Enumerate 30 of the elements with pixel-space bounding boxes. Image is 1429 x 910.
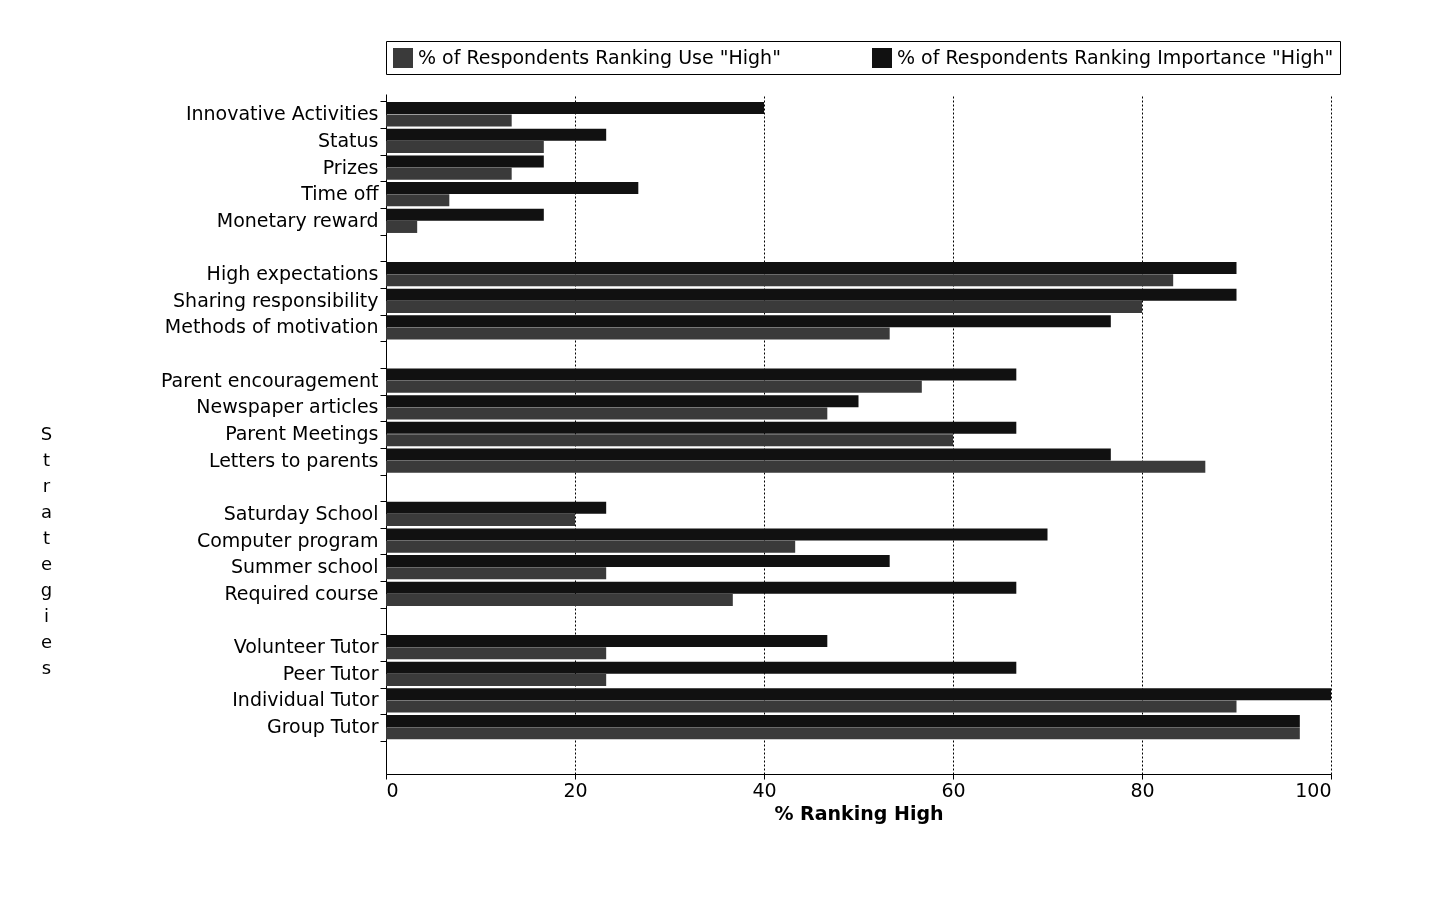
x-axis-title: % Ranking High bbox=[774, 801, 944, 824]
legend-label: % of Respondents Ranking Importance "High" bbox=[897, 46, 1334, 68]
x-tick-label: 100 bbox=[1295, 778, 1332, 801]
y-tick-label: Computer program bbox=[196, 528, 379, 551]
y-tick-label: Sharing responsibility bbox=[173, 288, 379, 311]
x-tick-label: 20 bbox=[563, 778, 588, 801]
y-tick-label: Innovative Activities bbox=[185, 102, 379, 125]
y-tick-label: Volunteer Tutor bbox=[233, 635, 379, 658]
x-tick-label: 0 bbox=[386, 778, 399, 801]
y-tick-label: Methods of motivation bbox=[164, 315, 379, 338]
y-tick-label: High expectations bbox=[206, 262, 379, 285]
y-tick-label: Peer Tutor bbox=[282, 661, 379, 684]
y-tick-label: Individual Tutor bbox=[232, 688, 379, 711]
text: Strategies bbox=[40, 422, 53, 678]
y-tick-label: Required course bbox=[224, 581, 379, 604]
y-tick-label: Parent Meetings bbox=[225, 422, 379, 444]
y-tick-label: Newspaper articles bbox=[196, 395, 379, 418]
y-tick-label: Saturday School bbox=[223, 501, 379, 524]
y-tick-label: Time off bbox=[300, 182, 380, 205]
x-tick-label: 40 bbox=[752, 778, 777, 801]
y-tick-label: Parent encouragement bbox=[160, 368, 379, 391]
x-tick-label: 60 bbox=[941, 778, 966, 801]
y-tick-label: Group Tutor bbox=[266, 715, 379, 738]
y-tick-label: Monetary reward bbox=[216, 208, 379, 231]
legend-label: % of Respondents Ranking Use "High" bbox=[418, 46, 781, 68]
y-tick-label: Letters to parents bbox=[208, 448, 379, 471]
x-tick-label: 80 bbox=[1130, 778, 1155, 801]
y-tick-label: Prizes bbox=[322, 155, 379, 178]
y-tick-label: Summer school bbox=[230, 555, 379, 578]
y-tick-label: Status bbox=[317, 128, 379, 151]
